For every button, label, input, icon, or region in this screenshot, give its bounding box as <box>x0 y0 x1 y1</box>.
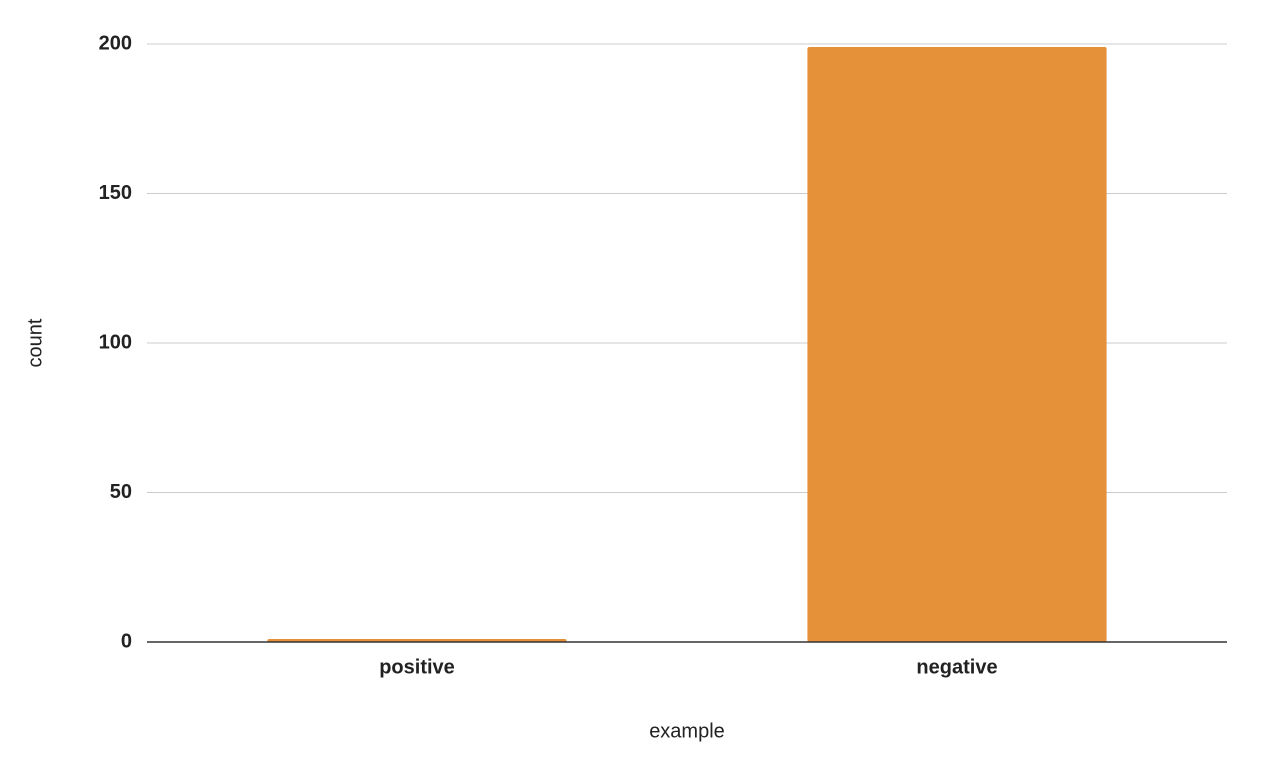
y-tick-label: 200 <box>99 32 132 54</box>
x-tick-label: negative <box>916 656 997 678</box>
x-tick-label: positive <box>379 656 455 678</box>
y-tick-label: 0 <box>121 630 132 652</box>
bar <box>807 46 1107 643</box>
y-tick-label: 50 <box>110 481 132 503</box>
y-tick-label: 100 <box>99 331 132 353</box>
x-axis-title: example <box>649 720 725 742</box>
y-axis-title: count <box>24 318 46 367</box>
y-tick-label: 150 <box>99 182 132 204</box>
